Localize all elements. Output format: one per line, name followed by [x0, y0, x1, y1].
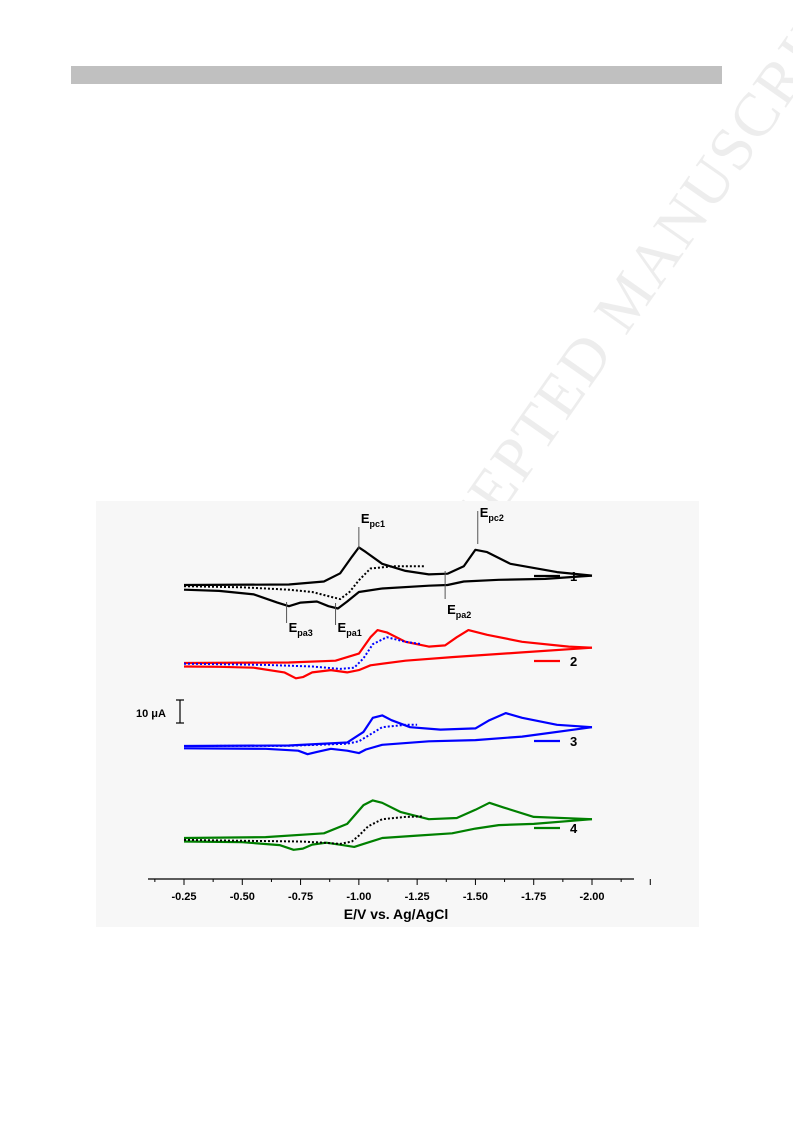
series-1-reverse	[183, 574, 593, 610]
header-bar	[71, 66, 722, 84]
series-4-forward	[183, 799, 593, 840]
x-tick-label: -2.00	[579, 891, 604, 903]
series-3-dashed	[183, 723, 418, 747]
peak-label-pa1: Epa1	[338, 620, 362, 638]
series-1-dashed	[183, 565, 425, 601]
legend-label-4: 4	[570, 821, 578, 836]
scale-bar-label: 10 μA	[136, 708, 166, 720]
legend-label-3: 3	[570, 734, 577, 749]
series-1-forward	[183, 546, 593, 587]
peak-label-pa3: Epa3	[289, 620, 313, 638]
figure-panel: -0.25 -0.50 -0.75 -1.00 -1.25 -1.50 -1.75 -2.00…	[96, 501, 699, 927]
x-tick-label: -0.50	[230, 891, 255, 903]
cv-chart: -0.25 -0.50 -0.75 -1.00 -1.25 -1.50 -1.75 -2.00…	[136, 505, 651, 922]
x-tick-label: -1.00	[346, 891, 371, 903]
series-4-dashed	[183, 815, 422, 845]
x-tick-label: -0.25	[171, 891, 196, 903]
x-axis-title: E/V vs. Ag/AgCl	[344, 906, 449, 922]
series-3-reverse	[183, 726, 593, 756]
series-2-dashed	[183, 636, 422, 670]
x-tick-label: -1.75	[521, 891, 546, 903]
legend-label-1: 1	[570, 569, 577, 584]
x-axis: -0.25 -0.50 -0.75 -1.00 -1.25 -1.50 -1.75 -2.00…	[148, 878, 651, 922]
x-tick-label: -1.25	[405, 891, 430, 903]
series-2-reverse	[183, 646, 593, 680]
legend-label-2: 2	[570, 654, 577, 669]
peak-label-pc2: Epc2	[480, 505, 504, 523]
series-3-forward	[183, 712, 593, 748]
x-tick-label: -0.75	[288, 891, 313, 903]
x-tick-label: -1.50	[463, 891, 488, 903]
peak-label-pc1: Epc1	[361, 511, 385, 529]
series-4-reverse	[183, 818, 593, 851]
series-layer: 1 2 3 4	[183, 546, 593, 851]
annotation-layer: 10 μA Epc1 Epc2 Epa2 Epa3 Epa1	[136, 505, 504, 724]
series-2-forward	[183, 629, 593, 665]
peak-label-pa2: Epa2	[447, 602, 471, 620]
